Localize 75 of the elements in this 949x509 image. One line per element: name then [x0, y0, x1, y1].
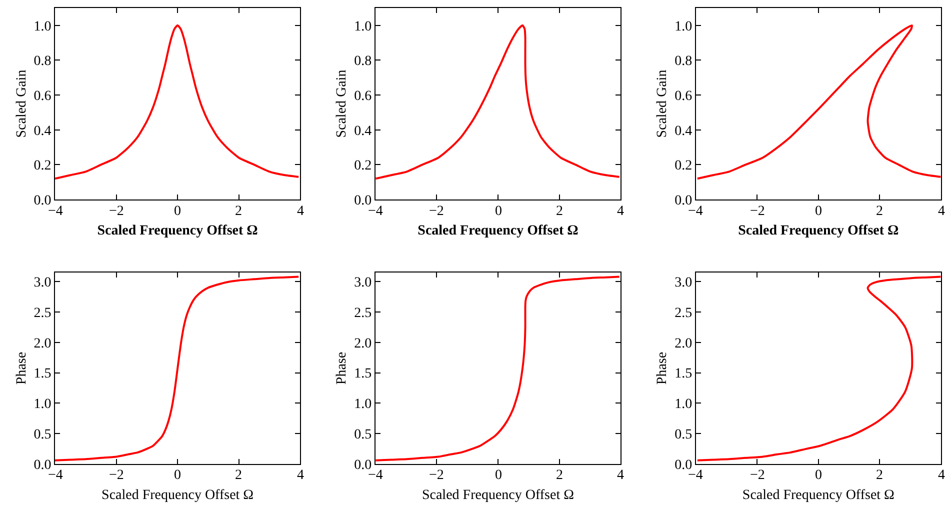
x-tick-label: −2 [429, 468, 444, 483]
y-tick-label: 3.0 [34, 276, 52, 290]
y-tick-label: 0.5 [354, 428, 372, 442]
line-series [375, 24, 620, 180]
line-series [55, 276, 300, 462]
x-tick-label: 4 [617, 204, 624, 219]
y-tick-label: 1.0 [34, 397, 52, 412]
x-tick-label: 0 [495, 468, 502, 483]
y-tick-label: 1.5 [34, 366, 52, 382]
x-tick-label: −2 [750, 204, 765, 219]
y-axis-title: Phase [655, 352, 670, 385]
y-tick-label: 1.0 [674, 19, 692, 34]
x-tick-label: 0 [495, 204, 502, 219]
y-tick-label: 0.5 [34, 428, 52, 442]
y-tick-label: 1.5 [354, 366, 372, 382]
x-tick-label: 2 [235, 468, 242, 483]
y-axis-title: Phase [334, 352, 350, 385]
x-axis-title: Scaled Frequency Offset Ω [742, 488, 894, 504]
x-tick-label: 4 [617, 468, 624, 483]
y-tick-label: 0.2 [354, 158, 372, 174]
y-tick-label: 0.5 [674, 428, 692, 442]
x-axis-title: Scaled Frequency Offset Ω [422, 488, 574, 504]
x-tick-label: −2 [109, 204, 124, 219]
line-series [375, 276, 620, 462]
x-tick-label: 4 [297, 468, 304, 483]
y-tick-label: 0.2 [34, 158, 52, 174]
x-tick-label: 2 [235, 204, 242, 219]
y-tick-label: 0.4 [354, 124, 372, 139]
x-axis-title: Scaled Frequency Offset Ω [738, 224, 899, 239]
y-tick-label: 0.6 [34, 88, 52, 104]
y-tick-label: 2.0 [354, 336, 372, 352]
x-tick-label: −2 [750, 468, 765, 483]
y-tick-label: 1.5 [674, 366, 692, 382]
y-tick-label: 3.0 [354, 276, 372, 290]
line-series [696, 276, 941, 462]
x-tick-label: 0 [174, 204, 181, 219]
x-tick-label: 0 [815, 204, 822, 219]
y-tick-label: 0.8 [674, 54, 692, 70]
y-tick-label: 2.0 [34, 336, 52, 352]
y-tick-label: 2.5 [354, 306, 372, 321]
y-tick-label: 3.0 [674, 276, 692, 290]
y-tick-label: 1.0 [34, 19, 52, 34]
x-tick-label: 4 [938, 204, 945, 219]
y-tick-label: 2.5 [674, 306, 692, 321]
x-tick-label: 4 [297, 204, 304, 219]
y-tick-label: 0.2 [674, 158, 692, 174]
x-tick-label: −2 [429, 204, 444, 219]
line-series [55, 24, 300, 180]
y-tick-label: 1.0 [354, 397, 372, 412]
x-axis-title: Scaled Frequency Offset Ω [418, 224, 578, 239]
y-axis-title: Scaled Gain [334, 70, 350, 138]
y-tick-label: 0.6 [354, 88, 372, 104]
x-tick-label: 0 [815, 468, 822, 483]
x-tick-label: −2 [109, 468, 124, 483]
y-tick-label: 0.4 [674, 124, 692, 139]
x-tick-label: 4 [938, 468, 945, 483]
x-axis-title: Scaled Frequency Offset Ω [97, 224, 258, 239]
x-tick-label: 2 [556, 468, 563, 483]
x-tick-label: 0 [174, 468, 181, 483]
y-tick-label: 2.0 [674, 336, 692, 352]
x-tick-label: 2 [876, 204, 883, 219]
y-tick-label: 0.8 [34, 54, 52, 70]
y-tick-label: 0.4 [34, 124, 52, 139]
y-tick-label: 0.8 [354, 54, 372, 70]
y-tick-label: 1.0 [354, 19, 372, 34]
y-tick-label: 0.6 [674, 88, 692, 104]
y-axis-title: Phase [14, 352, 30, 385]
y-tick-label: 2.5 [34, 306, 52, 321]
y-axis-title: Scaled Gain [655, 70, 670, 138]
x-tick-label: 2 [876, 468, 883, 483]
y-tick-label: 1.0 [674, 397, 692, 412]
y-axis-title: Scaled Gain [14, 70, 30, 138]
line-series [696, 24, 941, 180]
x-axis-title: Scaled Frequency Offset Ω [102, 488, 254, 504]
x-tick-label: 2 [556, 204, 563, 219]
